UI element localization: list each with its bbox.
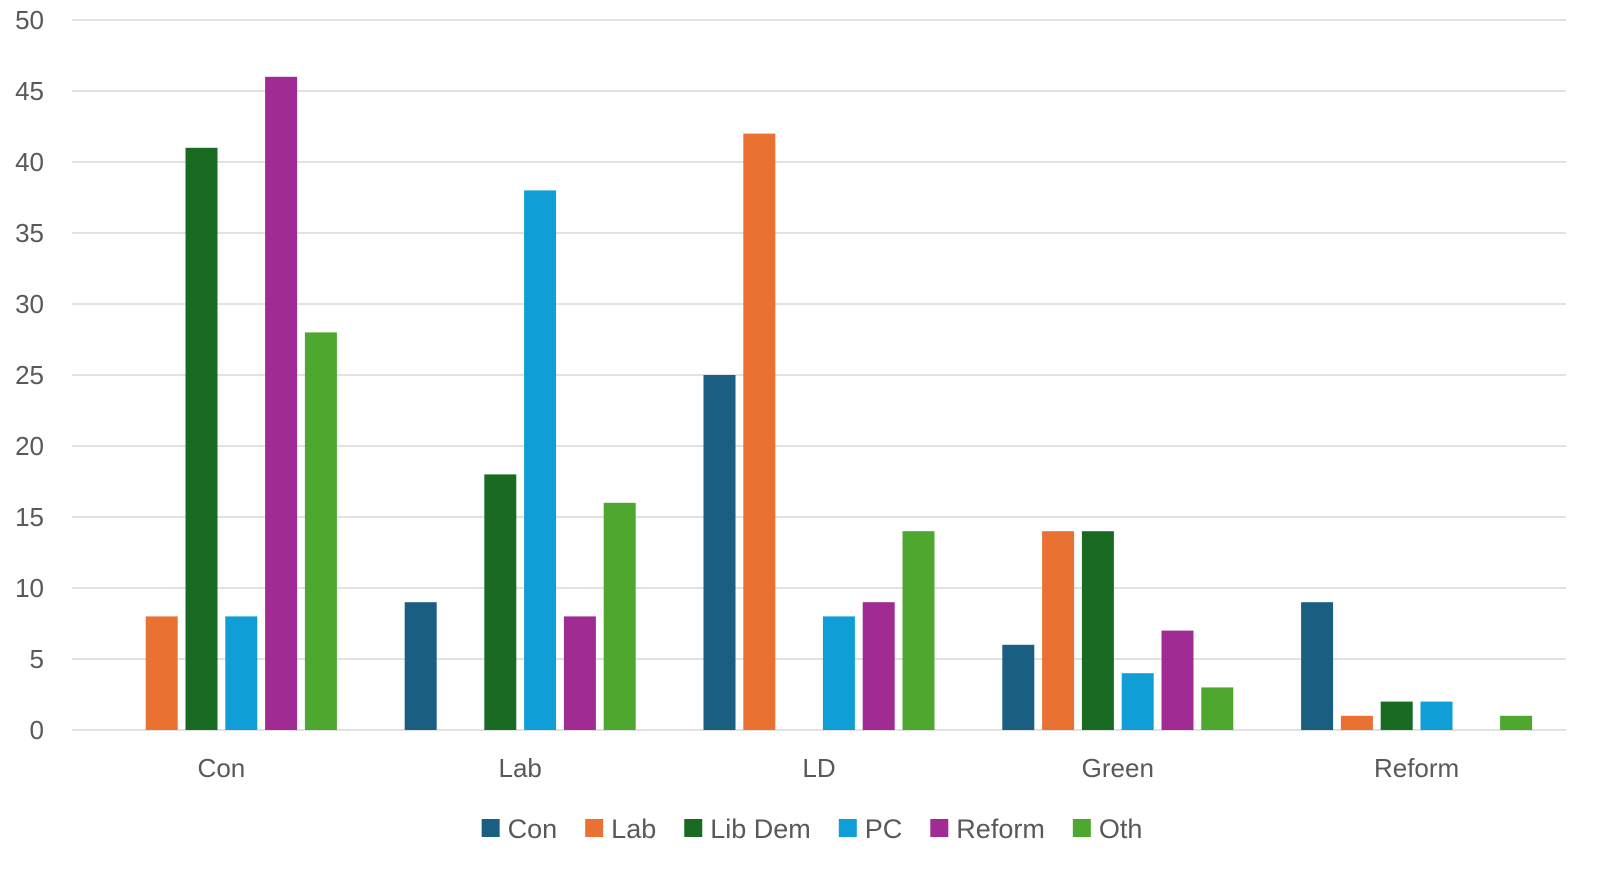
y-tick-label: 0 — [30, 715, 44, 745]
legend-item: Reform — [930, 814, 1045, 844]
y-tick-label: 30 — [15, 289, 44, 319]
legend-swatch — [839, 819, 857, 837]
legend-label: Lib Dem — [710, 814, 811, 844]
bar-lib-dem-con — [186, 148, 218, 730]
x-tick-label: Con — [198, 753, 246, 783]
y-tick-label: 20 — [15, 431, 44, 461]
bar-lib-dem-lab — [484, 474, 516, 730]
y-tick-label: 10 — [15, 573, 44, 603]
y-tick-label: 25 — [15, 360, 44, 390]
bar-pc-ld — [823, 616, 855, 730]
bar-lab-ld — [743, 134, 775, 730]
bar-reform-lab — [564, 616, 596, 730]
bar-pc-reform — [1421, 702, 1453, 730]
legend-item: Oth — [1073, 814, 1143, 844]
bar-con-lab — [405, 602, 437, 730]
bar-con-ld — [704, 375, 736, 730]
legend: Con Lab Lib Dem PC Reform Oth — [482, 814, 1143, 844]
legend-swatch — [585, 819, 603, 837]
y-axis: 0 5 10 15 20 25 30 35 40 45 50 — [15, 5, 44, 745]
y-tick-label: 15 — [15, 502, 44, 532]
bar-lab-reform — [1341, 716, 1373, 730]
bar-lib-dem-reform — [1381, 702, 1413, 730]
bar-oth-reform — [1500, 716, 1532, 730]
legend-item: Con — [482, 814, 558, 844]
legend-swatch — [482, 819, 500, 837]
x-axis: Con Lab LD Green Reform — [198, 753, 1460, 783]
bar-con-reform — [1301, 602, 1333, 730]
legend-label: Con — [508, 814, 558, 844]
bar-lab-green — [1042, 531, 1074, 730]
legend-label: PC — [865, 814, 903, 844]
x-tick-label: Green — [1082, 753, 1154, 783]
legend-label: Reform — [956, 814, 1045, 844]
bar-reform-green — [1162, 631, 1194, 730]
bars — [146, 77, 1532, 730]
bar-lib-dem-green — [1082, 531, 1114, 730]
legend-swatch — [930, 819, 948, 837]
bar-oth-lab — [604, 503, 636, 730]
y-tick-label: 50 — [15, 5, 44, 35]
bar-oth-green — [1201, 687, 1233, 730]
bar-pc-lab — [524, 190, 556, 730]
legend-label: Oth — [1099, 814, 1143, 844]
legend-swatch — [1073, 819, 1091, 837]
bar-oth-con — [305, 332, 337, 730]
y-tick-label: 40 — [15, 147, 44, 177]
bar-reform-ld — [863, 602, 895, 730]
y-tick-label: 45 — [15, 76, 44, 106]
x-tick-label: LD — [802, 753, 835, 783]
y-tick-label: 5 — [30, 644, 44, 674]
legend-item: Lib Dem — [684, 814, 811, 844]
x-tick-label: Lab — [499, 753, 542, 783]
y-tick-label: 35 — [15, 218, 44, 248]
bar-pc-green — [1122, 673, 1154, 730]
legend-item: PC — [839, 814, 903, 844]
bar-con-green — [1002, 645, 1034, 730]
bar-reform-con — [265, 77, 297, 730]
x-tick-label: Reform — [1374, 753, 1459, 783]
bar-pc-con — [225, 616, 257, 730]
legend-item: Lab — [585, 814, 656, 844]
legend-swatch — [684, 819, 702, 837]
bar-oth-ld — [903, 531, 935, 730]
bar-lab-con — [146, 616, 178, 730]
legend-label: Lab — [611, 814, 656, 844]
